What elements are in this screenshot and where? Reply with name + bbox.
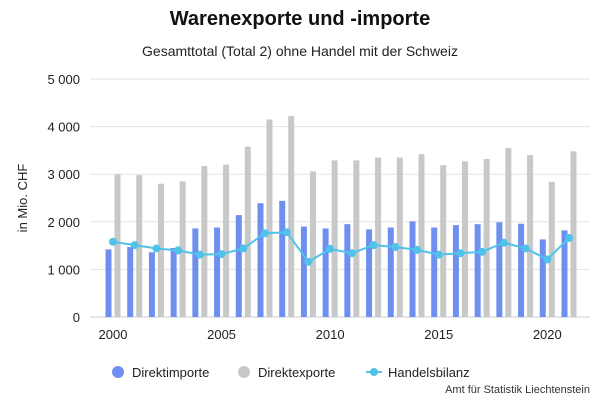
bar-direktexporte	[548, 181, 555, 317]
bar-direktimporte	[539, 239, 546, 317]
bar-direktexporte	[157, 183, 164, 317]
bar-direktimporte	[344, 224, 351, 317]
y-tick-label: 4 000	[47, 120, 80, 135]
bar-direktimporte	[214, 227, 221, 317]
point-handelsbilanz	[521, 244, 530, 253]
bar-direktimporte	[170, 247, 177, 317]
legend-label-direktexporte: Direktexporte	[258, 365, 335, 380]
point-handelsbilanz	[369, 241, 378, 250]
chart-title: Warenexporte und -importe	[169, 8, 431, 30]
bar-direktexporte	[201, 166, 208, 317]
point-handelsbilanz	[174, 246, 183, 255]
bar-direktimporte	[235, 215, 242, 317]
y-tick-label: 1 000	[47, 262, 80, 277]
bar-direktimporte	[518, 223, 525, 317]
bar-direktimporte	[300, 226, 307, 317]
bar-direktexporte	[505, 148, 512, 317]
bar-direktexporte	[440, 165, 447, 317]
point-handelsbilanz	[413, 245, 421, 254]
x-tick-label: 2015	[424, 327, 453, 342]
bar-direktimporte	[366, 229, 373, 317]
bar-direktimporte	[474, 224, 481, 317]
point-handelsbilanz	[543, 255, 552, 264]
point-handelsbilanz	[434, 250, 443, 259]
point-handelsbilanz	[217, 250, 226, 259]
bar-direktimporte	[431, 227, 438, 317]
bar-direktexporte	[396, 157, 403, 317]
point-handelsbilanz	[326, 244, 335, 253]
chart-credit: Amt für Statistik Liechtenstein	[445, 384, 590, 396]
point-handelsbilanz	[478, 247, 487, 256]
bar-direktimporte	[192, 228, 199, 317]
bar-direktimporte	[322, 228, 329, 317]
y-tick-label: 5 000	[47, 72, 80, 87]
point-handelsbilanz	[109, 237, 117, 246]
bar-direktimporte	[387, 227, 394, 317]
bar-direktexporte	[461, 161, 468, 317]
bar-direktimporte	[409, 221, 416, 317]
bar-direktexporte	[179, 181, 186, 317]
y-tick-label: 0	[73, 310, 80, 325]
bar-direktexporte	[331, 160, 338, 317]
bar-direktexporte	[114, 174, 121, 317]
legend-marker-direktexporte	[238, 366, 250, 378]
bar-direktexporte	[570, 151, 577, 317]
point-handelsbilanz	[152, 244, 161, 253]
point-handelsbilanz	[456, 249, 465, 258]
legend-label-handelsbilanz: Handelsbilanz	[388, 365, 470, 380]
legend-marker-direktimporte	[112, 366, 124, 378]
point-handelsbilanz	[195, 250, 204, 259]
bar-direktexporte	[418, 154, 425, 317]
point-handelsbilanz	[261, 229, 269, 238]
point-handelsbilanz	[282, 228, 291, 237]
bar-direktimporte	[127, 247, 134, 317]
x-tick-label: 2010	[316, 327, 345, 342]
chart-subtitle: Gesamttotal (Total 2) ohne Handel mit de…	[142, 43, 458, 59]
bar-direktexporte	[266, 119, 273, 318]
bar-direktexporte	[309, 171, 316, 317]
point-handelsbilanz	[499, 238, 508, 247]
x-tick-label: 2000	[99, 327, 128, 342]
bar-direktimporte	[452, 225, 459, 317]
point-handelsbilanz	[391, 243, 400, 252]
bar-direktimporte	[148, 252, 155, 317]
bar-direktexporte	[375, 157, 382, 317]
bar-direktexporte	[223, 164, 230, 317]
bar-direktimporte	[561, 230, 568, 317]
point-handelsbilanz	[130, 241, 139, 250]
bar-direktexporte	[288, 116, 295, 318]
point-handelsbilanz	[304, 257, 313, 266]
y-tick-label: 2 000	[47, 215, 80, 230]
bar-direktimporte	[279, 200, 286, 317]
bar-direktimporte	[105, 249, 112, 317]
legend-marker-handelsbilanz	[370, 368, 378, 376]
bar-direktexporte	[244, 146, 251, 317]
line-handelsbilanz	[112, 231, 570, 264]
point-handelsbilanz	[565, 233, 573, 242]
bar-direktimporte	[257, 203, 264, 317]
point-handelsbilanz	[347, 249, 356, 258]
y-axis-label: in Mio. CHF	[15, 164, 30, 233]
bar-direktexporte	[483, 158, 490, 317]
x-tick-label: 2020	[533, 327, 562, 342]
legend-label-direktimporte: Direktimporte	[132, 365, 209, 380]
y-tick-label: 3 000	[47, 167, 80, 182]
bar-direktexporte	[527, 155, 534, 317]
bar-direktimporte	[496, 222, 503, 317]
point-handelsbilanz	[239, 244, 248, 253]
bar-direktexporte	[353, 160, 360, 317]
x-tick-label: 2005	[207, 327, 236, 342]
